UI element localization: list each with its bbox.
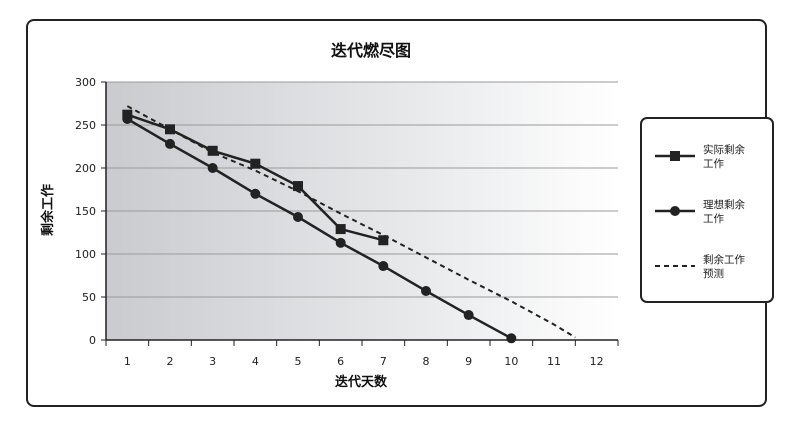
- data-point: [207, 145, 218, 156]
- y-tick-label: 200: [75, 162, 96, 175]
- legend-label-line1: 实际剩余: [703, 143, 745, 156]
- legend-box: [640, 117, 774, 303]
- y-tick-label: 50: [82, 291, 96, 304]
- x-tick-label: 11: [547, 355, 561, 368]
- data-point: [378, 261, 389, 272]
- x-tick-labels: 1 2 3 4 5 6 7 8 9 10 11 12: [105, 340, 619, 368]
- x-tick-label: 1: [124, 355, 131, 368]
- data-point: [207, 163, 218, 173]
- x-tick-label: 10: [504, 355, 518, 368]
- legend-label-line1: 剩余工作: [703, 253, 745, 266]
- legend-label-line2: 工作: [703, 213, 724, 225]
- data-point: [335, 224, 346, 235]
- x-tick-label: 9: [465, 355, 472, 368]
- y-tick-label: 150: [75, 205, 96, 218]
- x-tick-label: 8: [423, 355, 430, 368]
- data-point: [250, 158, 261, 169]
- series-line-3: [126, 105, 576, 339]
- x-tick-label: 2: [167, 355, 174, 368]
- x-tick-label: 5: [295, 355, 302, 368]
- y-tick-label: 300: [75, 76, 96, 89]
- data-point: [421, 285, 431, 296]
- y-tick-label: 250: [75, 119, 96, 132]
- x-tick-label: 12: [590, 355, 604, 368]
- data-point: [250, 188, 261, 199]
- y-tick-label: 0: [89, 334, 96, 347]
- legend-label-line2: 工作: [703, 158, 724, 170]
- x-tick-label: 3: [209, 355, 216, 368]
- y-tick-labels: 0 50 100 150 200 250 300: [75, 76, 106, 347]
- legend-label-line2: 预测: [703, 267, 724, 280]
- y-tick-label: 100: [75, 248, 96, 261]
- legend-marker: [670, 206, 680, 216]
- legend-label-line1: 理想剩余: [703, 198, 745, 211]
- legend-marker: [670, 151, 680, 161]
- x-tick-label: 6: [337, 355, 344, 368]
- x-tick-label: 7: [380, 355, 387, 368]
- data-point: [378, 235, 389, 246]
- data-point: [335, 237, 346, 248]
- series-line-2: [126, 117, 512, 340]
- data-point: [122, 113, 133, 124]
- data-point: [506, 333, 517, 344]
- data-point: [293, 181, 303, 192]
- data-point: [293, 212, 303, 223]
- data-point: [463, 310, 474, 321]
- x-axis-label: 迭代天数: [335, 374, 388, 390]
- series-group: [122, 105, 576, 344]
- x-tick-label: 4: [252, 355, 259, 368]
- y-axis-label: 剩余工作: [40, 184, 56, 236]
- chart-title: 迭代燃尽图: [331, 41, 411, 60]
- data-point: [165, 138, 175, 149]
